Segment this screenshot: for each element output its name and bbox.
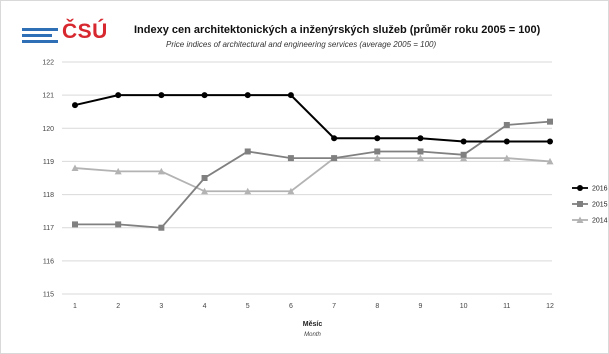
data-point-2016 [244,92,251,99]
legend-marker-2014 [576,216,584,223]
data-point-2015 [287,155,294,162]
data-point-2014 [114,167,122,175]
x-tick-label: 11 [503,303,510,310]
series-line-2015 [75,120,551,229]
data-point-2014 [157,167,165,175]
data-point-2016 [331,135,338,142]
x-tick-label: 5 [246,303,250,310]
logo-stripe [22,34,52,37]
data-point-2014 [201,187,209,195]
logo-stripe [22,28,58,31]
x-tick-label: 6 [289,303,293,310]
y-tick-label: 117 [43,225,54,232]
data-point-2014 [416,154,424,162]
data-point-2014 [546,157,554,165]
x-tick-label: 8 [375,303,379,310]
x-tick-label: 7 [332,303,336,310]
data-point-2014 [460,154,468,162]
data-point-2016 [503,138,510,145]
x-axis-title: Měsíc [303,321,323,328]
series-line-2016 [74,94,550,143]
y-tick-label: 115 [43,292,54,299]
data-point-2016 [158,92,165,99]
logo-stripe [22,40,58,43]
data-point-2015 [417,148,424,155]
data-point-2016 [201,92,208,99]
data-point-2015 [547,118,553,125]
data-point-2015 [374,148,381,155]
data-point-2015 [158,224,165,231]
data-point-2015 [201,175,208,181]
chart-subtitle: Price indices of architectural and engin… [166,40,437,49]
y-tick-label: 122 [42,60,54,67]
legend-marker-2015 [577,201,583,207]
x-tick-label: 3 [159,303,163,310]
legend-label-2014: 2014 [592,218,608,225]
data-point-2014 [373,154,381,162]
data-point-2016 [374,135,381,142]
data-point-2016 [115,92,122,99]
csu-logo: ČSÚ [22,20,118,48]
x-axis-title-en: Month [304,332,321,338]
y-tick-label: 118 [43,192,54,199]
legend-label-2015: 2015 [592,202,608,209]
data-point-2015 [72,221,78,228]
x-tick-label: 4 [203,303,207,310]
data-point-2015 [115,221,122,228]
x-tick-label: 10 [460,303,468,310]
data-point-2016 [287,92,294,99]
x-tick-label: 2 [116,303,120,310]
y-tick-label: 121 [42,93,54,100]
x-tick-label: 12 [546,303,554,310]
data-point-2014 [503,154,511,162]
data-point-2016 [417,135,424,142]
data-point-2015 [244,148,251,155]
y-tick-label: 116 [43,258,54,265]
data-point-2015 [460,151,467,158]
y-tick-label: 120 [42,126,54,133]
legend-marker-2016 [577,185,583,191]
data-point-2015 [503,121,510,128]
x-tick-label: 1 [73,303,77,310]
legend-label-2016: 2016 [592,186,608,193]
data-point-2014 [244,187,252,195]
data-point-2016 [460,138,467,145]
data-point-2016 [72,102,78,109]
data-point-2014 [287,187,295,195]
x-tick-label: 9 [419,303,423,310]
chart-title: Indexy cen architektonických a inženýrsk… [134,24,541,36]
y-tick-label: 119 [43,159,54,166]
series-line-2014 [74,157,551,193]
data-point-2015 [331,155,338,162]
data-point-2016 [547,138,553,145]
data-point-2014 [71,164,79,172]
logo-text: ČSÚ [62,20,108,43]
